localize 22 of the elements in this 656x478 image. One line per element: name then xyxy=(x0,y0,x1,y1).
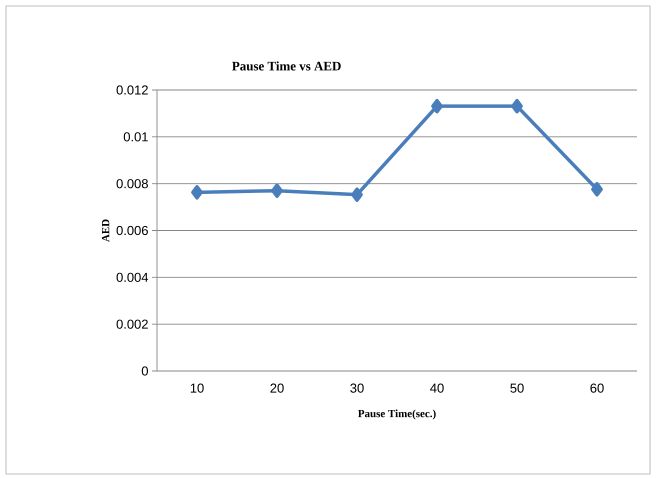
x-tick-label: 40 xyxy=(430,384,444,393)
point xyxy=(191,185,203,200)
point xyxy=(431,98,443,114)
point xyxy=(351,187,363,202)
y-tick-label: 0.002 xyxy=(116,320,148,329)
x-axis-title: Pause Time(sec.) xyxy=(358,410,436,420)
chart-title: Pause Time vs AED xyxy=(232,61,341,70)
point xyxy=(591,182,603,197)
y-axis-title: AED xyxy=(102,219,110,242)
point xyxy=(511,98,523,114)
point xyxy=(271,183,283,198)
y-tick-label: 0.012 xyxy=(116,85,148,95)
y-tick-label: 0.01 xyxy=(124,132,148,142)
x-tick-label: 50 xyxy=(510,384,524,393)
x-tick-label: 30 xyxy=(350,384,364,393)
y-tick-label: 0 xyxy=(142,366,148,376)
y-tick-label: 0.004 xyxy=(116,272,148,282)
y-tick-label: 0.006 xyxy=(116,226,148,236)
x-tick-label: 20 xyxy=(270,384,284,393)
x-tick-label: 10 xyxy=(190,384,204,393)
x-tick-label: 60 xyxy=(590,384,604,393)
y-tick-label: 0.008 xyxy=(116,179,148,188)
